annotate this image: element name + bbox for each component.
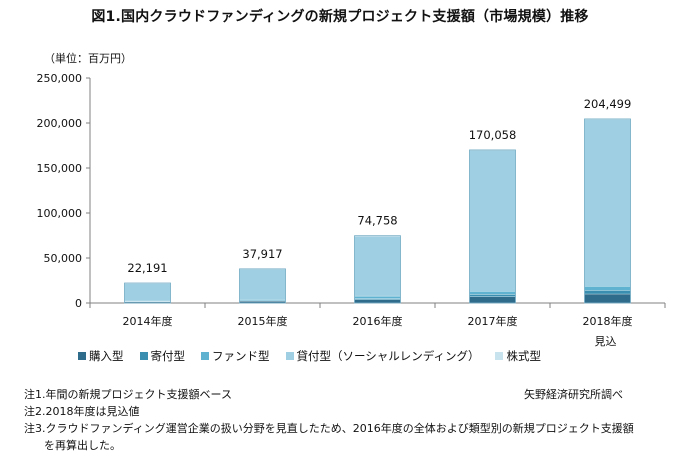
data-label: 22,191	[127, 261, 167, 275]
legend-label: ファンド型	[212, 349, 270, 363]
x-tick-label: 2015年度	[238, 314, 288, 328]
bar-segment	[469, 296, 516, 304]
y-tick-label: 250,000	[37, 72, 83, 85]
y-tick-label: 100,000	[37, 207, 83, 220]
legend-label: 貸付型（ソーシャルレンディング）	[296, 349, 480, 363]
bar-segment	[584, 290, 631, 295]
bar-segment	[239, 269, 286, 300]
legend-label: 寄付型	[150, 349, 186, 363]
note-2: 注2.2018年度は見込値	[24, 405, 140, 418]
bar-outline	[354, 235, 401, 304]
bar-outline	[469, 149, 516, 304]
x-tick-label: 2017年度	[468, 314, 518, 328]
y-tick-label: 50,000	[44, 252, 83, 265]
x-tick-note: 見込	[595, 335, 617, 348]
data-label: 170,058	[469, 128, 517, 142]
bar-outline	[124, 282, 171, 304]
bar-segment	[354, 299, 401, 304]
note-3: 注3.クラウドファンディング運営企業の扱い分野を見直したため、2016年度の全体…	[24, 422, 634, 435]
legend-swatch	[285, 352, 294, 360]
bar-segment	[469, 150, 516, 292]
unit-label: （単位：百万円）	[44, 51, 132, 65]
x-tick-label: 2014年度	[123, 314, 173, 328]
legend-swatch	[78, 352, 86, 360]
bar-segment	[469, 291, 516, 295]
legend-item: 株式型	[495, 348, 541, 364]
x-tick-label: 2016年度	[353, 314, 403, 328]
bar-segment	[584, 286, 631, 291]
data-label: 204,499	[584, 97, 632, 111]
bar-segment	[354, 235, 401, 297]
bar-segment	[584, 293, 631, 304]
note-3-continued: を再算出した。	[44, 439, 121, 452]
legend-item: 寄付型	[139, 348, 186, 364]
bar-outline	[239, 268, 286, 304]
legend-item: 貸付型（ソーシャルレンディング）	[285, 348, 480, 364]
bar-segment	[469, 294, 516, 297]
legend: 購入型 寄付型 ファンド型 貸付型（ソーシャルレンディング） 株式型	[78, 348, 541, 364]
chart-title: 図1.国内クラウドファンディングの新規プロジェクト支援額（市場規模）推移	[91, 9, 589, 25]
legend-swatch	[495, 352, 504, 360]
bar-outline	[584, 118, 631, 304]
notes: 注1.年間の新規プロジェクト支援額ベース 注2.2018年度は見込値 注3.クラ…	[24, 386, 634, 454]
legend-label: 購入型	[89, 349, 124, 363]
y-tick-label: 150,000	[37, 162, 83, 175]
data-label: 74,758	[357, 214, 397, 228]
bar-segment	[239, 299, 286, 301]
legend-label: 株式型	[506, 349, 541, 363]
source-credit: 矢野経済研究所調べ	[524, 388, 623, 401]
data-label: 37,917	[242, 247, 282, 261]
legend-swatch	[201, 352, 209, 360]
bar-segment	[124, 283, 171, 302]
legend-item: ファンド型	[201, 348, 270, 364]
x-tick-label: 2018年度	[583, 314, 633, 328]
legend-item: 購入型	[78, 348, 124, 364]
bar-segment	[354, 295, 401, 299]
note-1: 注1.年間の新規プロジェクト支援額ベース	[24, 388, 232, 401]
y-tick-label: 0	[75, 297, 82, 310]
legend-swatch	[139, 352, 148, 360]
y-tick-label: 200,000	[37, 117, 83, 130]
bar-segment	[584, 119, 631, 287]
